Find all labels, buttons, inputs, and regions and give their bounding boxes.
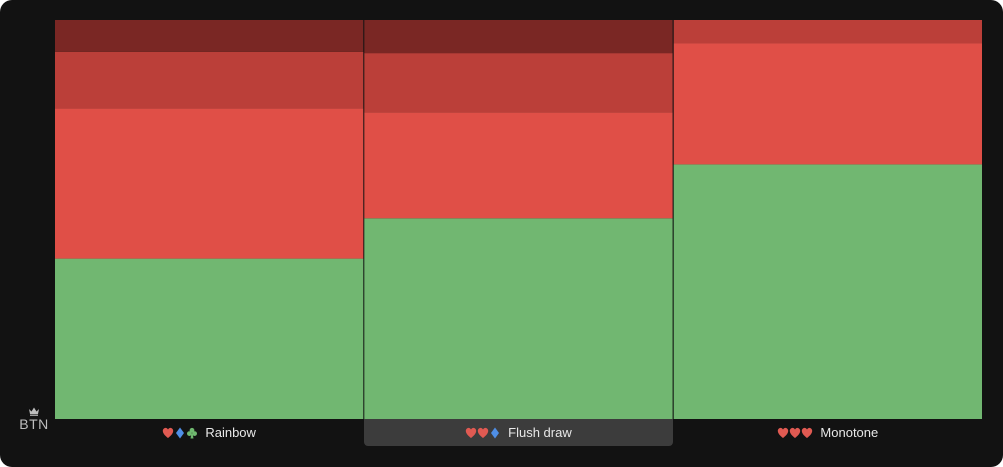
bar-segment-2-3[interactable] bbox=[364, 53, 673, 113]
category-label: Flush draw bbox=[508, 425, 572, 440]
bar-segment-1-1[interactable] bbox=[55, 258, 364, 419]
club-icon bbox=[187, 427, 198, 438]
bar-segment-1-3[interactable] bbox=[55, 51, 364, 109]
bar-segment-3-1[interactable] bbox=[673, 164, 982, 419]
category-tab-2[interactable]: Flush draw bbox=[364, 419, 673, 446]
crown-icon bbox=[29, 407, 39, 416]
suit-icons bbox=[162, 427, 198, 439]
diamond-icon bbox=[176, 427, 185, 438]
category-label: Monotone bbox=[820, 425, 879, 440]
heart-icon bbox=[477, 427, 489, 438]
bar-segment-3-2[interactable] bbox=[673, 43, 982, 165]
heart-icon bbox=[465, 427, 477, 438]
category-tab-3[interactable]: Monotone bbox=[674, 419, 982, 446]
suit-icons bbox=[777, 427, 813, 439]
heart-icon bbox=[163, 427, 174, 438]
diamond-icon bbox=[491, 427, 500, 438]
bar-segment-2-4[interactable] bbox=[364, 20, 673, 54]
heart-icon bbox=[778, 427, 789, 438]
bar-segment-1-2[interactable] bbox=[55, 108, 364, 259]
bar-segment-1-4[interactable] bbox=[55, 20, 364, 52]
bar-segment-2-1[interactable] bbox=[364, 218, 673, 419]
heart-icon bbox=[802, 427, 813, 438]
position-indicator: BTN bbox=[14, 406, 54, 432]
category-label: Rainbow bbox=[205, 425, 256, 440]
suit-icons bbox=[465, 427, 501, 439]
position-label: BTN bbox=[19, 416, 49, 432]
bar-segment-3-3[interactable] bbox=[673, 20, 982, 44]
bar-segment-2-2[interactable] bbox=[364, 112, 673, 219]
category-tab-1[interactable]: Rainbow bbox=[55, 419, 363, 446]
heart-icon bbox=[790, 427, 801, 438]
